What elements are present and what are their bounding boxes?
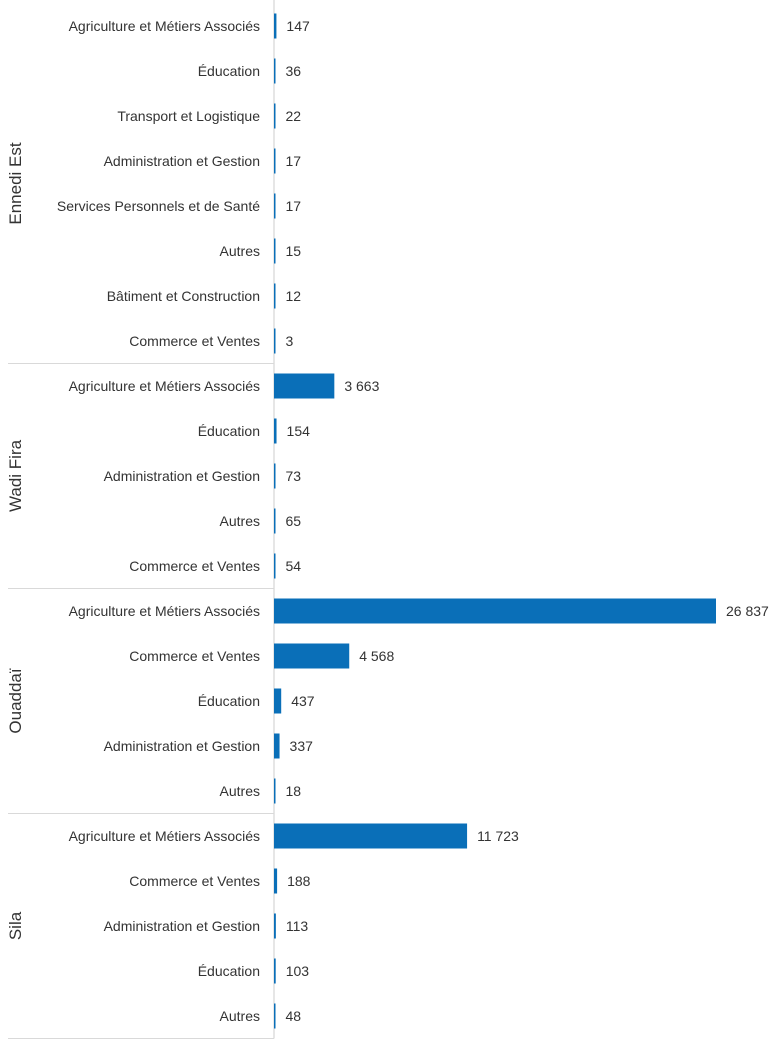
category-label: Autres [220,1008,260,1024]
value-label: 36 [286,63,302,79]
group-label: Ouaddaï [6,668,25,733]
value-label: 337 [290,738,314,754]
value-label: 3 [286,333,294,349]
bar [274,733,280,759]
value-label: 113 [286,918,309,934]
value-label: 73 [286,468,302,484]
value-label: 48 [286,1008,302,1024]
bar [274,823,468,849]
category-label: Autres [220,243,260,259]
bar [274,643,350,669]
bar [274,103,276,129]
value-label: 12 [286,288,302,304]
category-label: Administration et Gestion [104,468,260,484]
value-label: 26 837 [726,603,769,619]
bar [274,508,276,534]
value-label: 4 568 [359,648,394,664]
bar [274,553,276,579]
value-label: 154 [287,423,311,439]
value-label: 11 723 [477,828,519,844]
value-label: 17 [286,198,302,214]
category-label: Administration et Gestion [104,153,260,169]
category-label: Éducation [198,963,260,979]
category-label: Commerce et Ventes [129,648,260,664]
group-label: Sila [6,911,25,940]
value-label: 3 663 [344,378,379,394]
value-label: 65 [286,513,302,529]
category-label: Administration et Gestion [104,918,260,934]
category-label: Administration et Gestion [104,738,260,754]
value-label: 54 [286,558,302,574]
category-label: Agriculture et Métiers Associés [69,18,260,34]
value-label: 188 [287,873,311,889]
category-label: Transport et Logistique [117,108,260,124]
group-label: Wadi Fira [6,439,25,512]
category-label: Éducation [198,693,260,709]
value-label: 437 [291,693,315,709]
value-label: 18 [286,783,302,799]
bar [274,958,276,984]
category-label: Agriculture et Métiers Associés [69,828,260,844]
bar [274,688,282,714]
category-label: Bâtiment et Construction [107,288,260,304]
bar [274,373,335,399]
bar [274,913,276,939]
value-label: 103 [286,963,310,979]
bar [274,868,278,894]
bar [274,238,276,264]
bar [274,1003,276,1029]
bar [274,148,276,174]
bar [274,463,276,489]
category-label: Agriculture et Métiers Associés [69,603,260,619]
category-label: Services Personnels et de Santé [57,198,260,214]
category-label: Commerce et Ventes [129,333,260,349]
value-label: 22 [286,108,302,124]
category-label: Éducation [198,423,260,439]
value-label: 17 [286,153,302,169]
bar [274,283,276,309]
category-label: Agriculture et Métiers Associés [69,378,260,394]
category-label: Autres [220,783,260,799]
value-label: 147 [286,18,310,34]
category-label: Autres [220,513,260,529]
bar [274,58,276,84]
value-label: 15 [286,243,302,259]
bar [274,193,276,219]
group-label: Ennedi Est [6,142,25,224]
bar [274,598,716,624]
category-label: Commerce et Ventes [129,558,260,574]
category-label: Commerce et Ventes [129,873,260,889]
bar [274,778,276,804]
category-label: Éducation [198,63,260,79]
bar [274,328,276,354]
bar [274,418,277,444]
bar [274,13,277,39]
